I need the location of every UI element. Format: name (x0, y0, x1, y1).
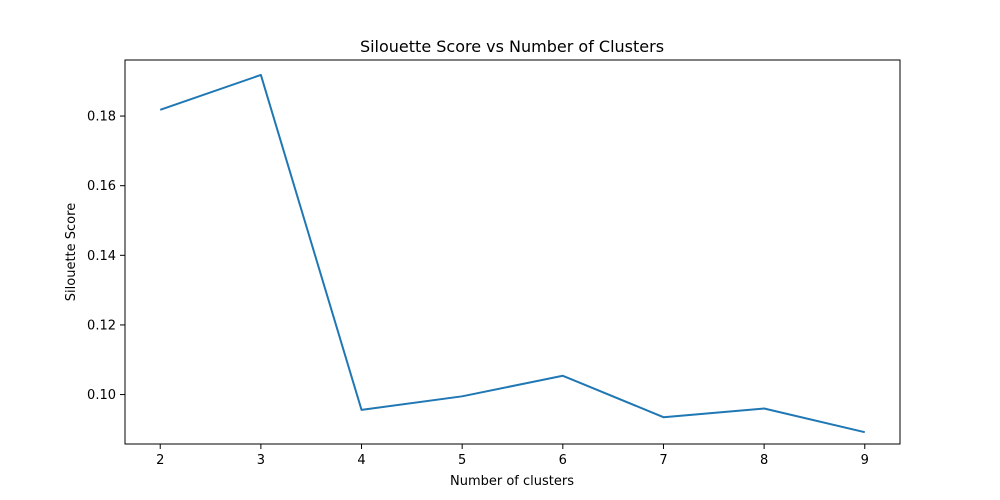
x-tick-label-8: 8 (760, 453, 768, 468)
x-axis-label: Number of clusters (450, 474, 574, 489)
x-tick-label-2: 2 (156, 453, 164, 468)
x-tick-label-5: 5 (458, 453, 466, 468)
y-axis-label: Silouette Score (64, 203, 79, 301)
y-tick-label-0.16: 0.16 (87, 179, 116, 194)
y-tick-label-0.10: 0.10 (87, 388, 116, 403)
y-tick-label-0.14: 0.14 (87, 249, 116, 264)
x-tick-label-6: 6 (559, 453, 567, 468)
x-tick-label-9: 9 (861, 453, 869, 468)
chart-title: Silouette Score vs Number of Clusters (360, 37, 664, 56)
y-tick-label-0.18: 0.18 (87, 110, 116, 125)
x-tick-label-7: 7 (659, 453, 667, 468)
x-tick-label-4: 4 (357, 453, 365, 468)
y-axis: 0.10 0.12 0.14 0.16 0.18 (87, 110, 125, 403)
x-axis: 2 3 4 5 6 7 8 9 (156, 444, 869, 468)
series-layer (159, 73, 866, 434)
y-tick-label-0.12: 0.12 (87, 318, 116, 333)
plot-area (124, 59, 901, 445)
series-line-0 (159, 73, 866, 434)
x-tick-label-3: 3 (257, 453, 265, 468)
